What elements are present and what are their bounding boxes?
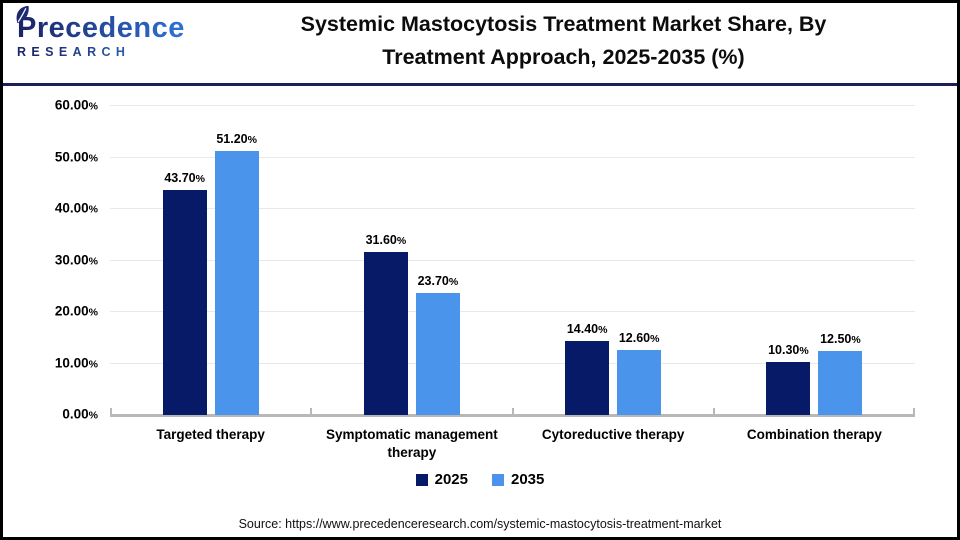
- bar-2025-2: [363, 252, 408, 415]
- bar-value-label: 23.70%: [417, 273, 459, 288]
- leaf-icon: [16, 5, 29, 24]
- chart-title: Systemic Mastocytosis Treatment Market S…: [178, 8, 949, 74]
- legend-swatch-2025: [415, 473, 428, 486]
- x-axis-line: [110, 414, 915, 417]
- legend-swatch-2035: [492, 473, 504, 486]
- logo-brand-text: Precedence: [17, 12, 187, 44]
- chart-title-line1: Systemic Mastocytosis Treatment Market S…: [300, 12, 827, 36]
- bar-2025-4: [766, 361, 811, 415]
- category-label: Symptomatic management therapy: [325, 427, 498, 460]
- bar-2035-2: [415, 292, 460, 415]
- gridline: [110, 156, 915, 158]
- chart-header: Precedence RESEARCH Systemic Mastocytosi…: [3, 3, 957, 86]
- category-label: Combination therapy: [746, 427, 882, 442]
- bar-value-label: 12.50%: [820, 331, 861, 346]
- bar-2025-3: [565, 340, 610, 415]
- y-axis-label: 30.00%: [54, 252, 98, 268]
- bar-2025-1: [162, 189, 207, 415]
- chart-plot-area: 0.00% 10.00% 20.00% 30.00% 40.00% 50.00% 60.00…: [55, 98, 915, 460]
- bar-2035-3: [617, 350, 662, 415]
- x-axis-tick: [310, 408, 313, 415]
- gridline: [110, 362, 915, 364]
- y-axis-label: 60.00%: [54, 97, 98, 113]
- bar-value-label: 51.20%: [216, 132, 257, 147]
- bar-2035-4: [818, 350, 863, 415]
- y-axis-label: 0.00%: [62, 406, 98, 422]
- chart-title-line2: Treatment Approach, 2025-2035 (%): [382, 45, 745, 69]
- gridline: [110, 208, 915, 209]
- y-axis-label: 20.00%: [54, 303, 98, 319]
- bar-value-label: 12.60%: [618, 331, 660, 346]
- bar-value-label: 43.70%: [164, 170, 205, 185]
- x-axis-tick: [712, 408, 715, 415]
- bar-value-label: 31.60%: [365, 233, 407, 248]
- legend-item-2025: 2025: [415, 471, 468, 488]
- x-axis-tick: [110, 408, 112, 415]
- gridline: [110, 311, 915, 312]
- x-axis-tick: [913, 408, 915, 415]
- legend-label: 2025: [434, 471, 468, 488]
- gridline: [110, 105, 915, 106]
- y-axis-label: 50.00%: [54, 149, 98, 165]
- precedence-research-logo: Precedence RESEARCH: [16, 5, 187, 59]
- legend-label: 2035: [511, 471, 545, 488]
- gridline: [110, 259, 915, 261]
- x-axis-tick: [511, 408, 514, 415]
- category-label: Targeted therapy: [156, 427, 265, 442]
- category-label: Cytoreductive therapy: [541, 427, 685, 442]
- bar-value-label: 10.30%: [768, 342, 809, 357]
- bar-value-label: 14.40%: [566, 321, 608, 336]
- chart-legend: 2025 2035: [3, 471, 957, 488]
- y-axis-label: 10.00%: [54, 355, 98, 371]
- logo-sub-text: RESEARCH: [17, 45, 187, 59]
- bar-2035-1: [214, 151, 259, 415]
- source-line: Source: https://www.precedenceresearch.c…: [238, 517, 722, 531]
- legend-item-2035: 2035: [492, 471, 544, 488]
- y-axis-label: 40.00%: [54, 200, 98, 216]
